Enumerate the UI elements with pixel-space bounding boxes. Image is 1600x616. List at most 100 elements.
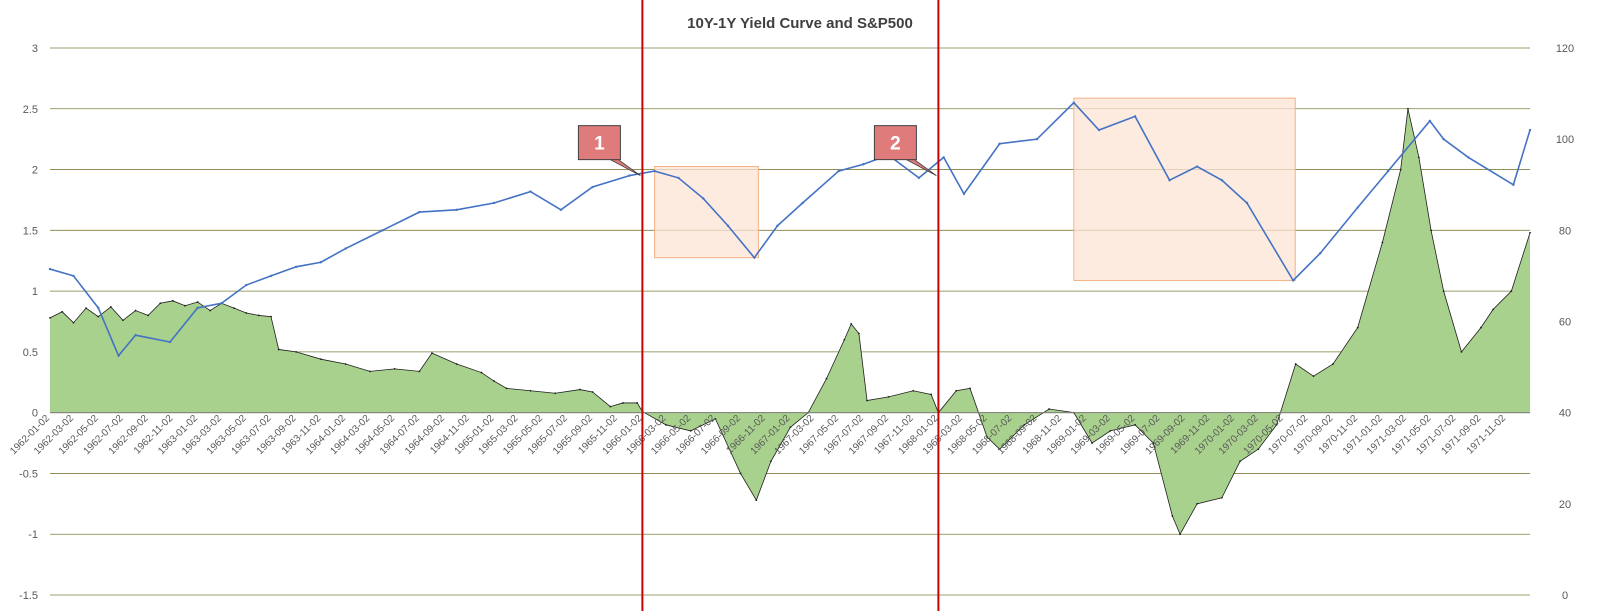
y-right-tick-label: 40 xyxy=(1559,408,1571,420)
yield-spread-point xyxy=(866,399,868,402)
yield-spread-point xyxy=(1356,326,1359,329)
yield-spread-point xyxy=(1196,502,1199,505)
yield-spread-point xyxy=(1381,241,1384,244)
yield-spread-point xyxy=(493,380,495,382)
yield-spread-point xyxy=(159,302,162,305)
sp500-point xyxy=(1195,165,1199,168)
callout: 1 xyxy=(577,125,641,176)
yield-spread-point xyxy=(1275,423,1278,426)
sp500-point xyxy=(726,224,730,227)
yield-spread-point xyxy=(930,393,933,396)
yield-spread-point xyxy=(295,350,298,353)
sp500-point xyxy=(97,306,100,310)
yield-spread-point xyxy=(455,363,458,365)
y-left-tick-label: 2 xyxy=(32,165,38,177)
yield-spread-point xyxy=(344,363,347,365)
sp500-point xyxy=(862,163,865,166)
sp500-line xyxy=(49,101,1531,358)
sp500-point xyxy=(1386,169,1390,173)
yield-spread-point xyxy=(1332,363,1334,365)
yield-spread-point xyxy=(171,299,174,302)
yield-spread-point xyxy=(755,499,758,502)
sp500-point xyxy=(1097,128,1101,132)
yield-spread-point xyxy=(887,395,890,398)
sp500-point xyxy=(942,156,945,159)
sp500-point xyxy=(269,274,273,278)
yield-spread-point xyxy=(184,304,186,307)
yield-spread-point xyxy=(109,306,112,308)
sp500-point xyxy=(1168,178,1171,182)
yield-spread-point xyxy=(789,426,792,429)
yield-spread-point xyxy=(1480,326,1482,329)
yield-spread-point xyxy=(196,301,199,303)
sp500-point xyxy=(168,340,172,344)
yield-spread-point xyxy=(825,377,828,380)
yield-spread-point xyxy=(843,338,846,341)
sp500-point xyxy=(1356,206,1359,209)
yield-spread-point xyxy=(1529,231,1531,234)
sp500-point xyxy=(48,267,52,271)
yield-spread-point xyxy=(714,417,717,420)
yield-spread-point xyxy=(480,371,483,374)
yield-spread-point xyxy=(393,368,396,370)
yield-spread-point xyxy=(1312,375,1315,378)
yield-spread-point xyxy=(1294,363,1297,365)
yield-spread-point xyxy=(912,389,915,392)
y-left-tick-label: 2.5 xyxy=(23,104,38,116)
yield-spread-point xyxy=(85,307,87,310)
yield-spread-point xyxy=(505,387,508,390)
yield-spread-area xyxy=(50,108,1530,535)
sp500-point xyxy=(1133,115,1137,118)
yield-spread-point xyxy=(72,321,75,324)
yield-spread-point xyxy=(998,448,1001,451)
yield-spread-point xyxy=(609,405,612,408)
yield-spread-point xyxy=(431,352,433,355)
yield-spread-point xyxy=(122,319,124,322)
yield-spread-point xyxy=(369,370,371,373)
yield-spread-point xyxy=(209,309,212,312)
y-right-tick-label: 100 xyxy=(1556,134,1574,146)
y-left-tick-label: 1 xyxy=(32,286,38,298)
y-right-tick-label: 0 xyxy=(1562,590,1568,602)
yield-spread-point xyxy=(97,315,100,318)
sp500-point xyxy=(134,333,137,337)
yield-spread-point xyxy=(1257,448,1260,451)
yield-spread-point xyxy=(1134,423,1136,426)
sp500-point xyxy=(1220,178,1224,182)
y-left-tick-label: -1.5 xyxy=(19,590,38,602)
sp500-point xyxy=(492,201,496,205)
sp500-point xyxy=(1428,119,1432,123)
yield-spread-point xyxy=(1171,515,1174,517)
sp500-point xyxy=(1245,201,1249,205)
yield-spread-point xyxy=(739,472,742,475)
sp500-point xyxy=(776,224,779,227)
yield-spread-point xyxy=(319,358,322,361)
sp500-point xyxy=(1442,137,1445,141)
yield-spread-point xyxy=(579,388,581,391)
yield-spread-point xyxy=(1048,408,1051,410)
yield-spread-point xyxy=(1399,168,1402,171)
yield-spread-point xyxy=(1091,442,1093,444)
yield-spread-point xyxy=(665,423,667,426)
yield-spread-point xyxy=(1417,156,1420,159)
yield-spread-point xyxy=(1442,290,1445,293)
yield-spread-point xyxy=(1023,423,1026,426)
sp500-point xyxy=(1292,279,1295,282)
y-left-tick-label: 0.5 xyxy=(23,347,38,359)
yield-spread-point xyxy=(1510,290,1513,293)
sp500-point xyxy=(917,176,921,180)
yield-spread-point xyxy=(955,389,958,392)
yield-spread-point xyxy=(1109,430,1112,432)
sp500-point xyxy=(837,169,840,173)
yield-spread-point xyxy=(1179,533,1181,536)
yield-spread-point xyxy=(986,436,988,438)
yield-spread-point xyxy=(554,392,557,395)
yield-spread-point xyxy=(233,307,235,310)
sp500-point xyxy=(653,169,656,173)
callout-box xyxy=(577,125,621,161)
sp500-point xyxy=(591,185,594,189)
y-left-tick-label: -1 xyxy=(28,529,38,541)
yield-spread-outline xyxy=(49,108,1531,536)
yield-spread-point xyxy=(134,309,137,312)
callout-box xyxy=(873,125,917,161)
